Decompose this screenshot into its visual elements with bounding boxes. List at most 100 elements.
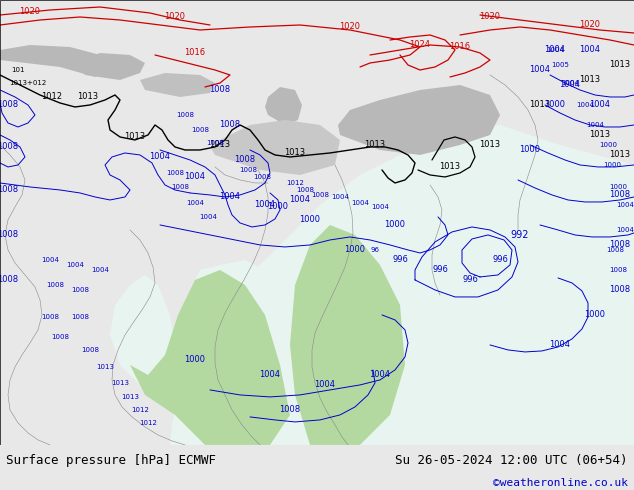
Text: 1004: 1004	[616, 202, 634, 208]
Text: 1013: 1013	[590, 130, 611, 140]
Text: 1004: 1004	[616, 227, 634, 233]
Text: 1004: 1004	[199, 214, 217, 220]
Text: 1020: 1020	[479, 13, 500, 22]
Text: 1013: 1013	[365, 141, 385, 149]
Text: 1008: 1008	[280, 405, 301, 415]
Polygon shape	[212, 120, 340, 175]
Text: 1004: 1004	[219, 193, 240, 201]
Text: 1008: 1008	[606, 247, 624, 253]
Text: 1000: 1000	[603, 162, 621, 168]
Text: 1000: 1000	[268, 202, 288, 212]
Text: 1008: 1008	[81, 347, 99, 353]
Text: 1024: 1024	[410, 41, 430, 49]
Text: 1004: 1004	[290, 196, 311, 204]
Text: 1013: 1013	[96, 364, 114, 370]
Text: 1020: 1020	[339, 23, 361, 31]
Text: 101: 101	[11, 67, 25, 73]
Text: 1016: 1016	[450, 43, 470, 51]
Text: 1004: 1004	[254, 200, 276, 209]
Polygon shape	[130, 270, 290, 445]
Text: 1004: 1004	[351, 200, 369, 206]
Text: 1008: 1008	[0, 275, 18, 285]
Text: 1008: 1008	[609, 267, 627, 273]
Text: 1013: 1013	[609, 150, 631, 159]
Text: 1004: 1004	[559, 80, 581, 90]
Text: 1000: 1000	[519, 146, 541, 154]
Text: 1008: 1008	[219, 121, 240, 129]
Text: 1004: 1004	[150, 152, 171, 162]
Text: 1004: 1004	[186, 200, 204, 206]
Polygon shape	[290, 225, 405, 445]
Text: 1008: 1008	[41, 314, 59, 320]
Polygon shape	[140, 73, 215, 97]
Text: 1013: 1013	[209, 141, 231, 149]
Text: 1008: 1008	[235, 155, 256, 165]
Text: 996: 996	[432, 266, 448, 274]
Text: Su 26-05-2024 12:00 UTC (06+54): Su 26-05-2024 12:00 UTC (06+54)	[395, 454, 628, 467]
Text: 1004: 1004	[41, 257, 59, 263]
Text: 1008: 1008	[51, 334, 69, 340]
Text: 1013: 1013	[77, 93, 98, 101]
Text: 1004: 1004	[545, 46, 566, 54]
Text: 1013: 1013	[111, 380, 129, 386]
Text: 1000: 1000	[299, 216, 321, 224]
Polygon shape	[428, 245, 530, 445]
Text: 1013: 1013	[479, 141, 501, 149]
Text: 1008: 1008	[296, 187, 314, 193]
Polygon shape	[350, 400, 375, 430]
Text: 1013+012: 1013+012	[10, 80, 47, 86]
Text: 1008: 1008	[609, 191, 631, 199]
Text: 1004: 1004	[66, 262, 84, 268]
Text: 1004: 1004	[259, 370, 280, 379]
Text: 1008: 1008	[311, 192, 329, 198]
Polygon shape	[338, 85, 500, 155]
Text: 1004: 1004	[550, 341, 571, 349]
Text: 1008: 1008	[609, 286, 631, 294]
Text: 1004: 1004	[331, 194, 349, 200]
Polygon shape	[195, 260, 270, 305]
Text: 1000: 1000	[609, 184, 627, 190]
Text: 1008: 1008	[0, 230, 18, 240]
Text: 1000: 1000	[545, 100, 566, 109]
Text: 1000: 1000	[184, 355, 205, 365]
Text: 1012: 1012	[41, 93, 63, 101]
Polygon shape	[110, 275, 178, 405]
Polygon shape	[265, 87, 302, 125]
Text: 1013: 1013	[285, 148, 306, 157]
Text: 996: 996	[392, 255, 408, 265]
Text: 1008: 1008	[46, 282, 64, 288]
Text: 1013: 1013	[579, 75, 600, 84]
Text: 1013: 1013	[439, 163, 460, 172]
Text: 1004: 1004	[370, 370, 391, 379]
Text: 1008: 1008	[253, 174, 271, 180]
Text: 1004: 1004	[184, 172, 205, 181]
Text: 1004: 1004	[91, 267, 109, 273]
Text: 1012: 1012	[286, 180, 304, 186]
Text: 1008: 1008	[71, 287, 89, 293]
Text: 1008: 1008	[239, 167, 257, 173]
Text: 1008: 1008	[176, 112, 194, 118]
Text: 1004: 1004	[371, 204, 389, 210]
Text: 1000: 1000	[384, 220, 406, 229]
Text: 1004: 1004	[586, 122, 604, 128]
Text: 1004: 1004	[561, 80, 579, 86]
Text: 1013: 1013	[124, 132, 146, 142]
Text: 1008: 1008	[166, 170, 184, 176]
Text: 996: 996	[492, 255, 508, 265]
Text: 1004: 1004	[529, 66, 550, 74]
Text: 1004: 1004	[546, 47, 564, 53]
Text: 1004: 1004	[590, 100, 611, 109]
Text: 1020: 1020	[164, 13, 186, 22]
Text: 1000: 1000	[344, 245, 365, 254]
Text: 1008: 1008	[0, 186, 18, 195]
Text: 1000: 1000	[599, 142, 617, 148]
Text: 1004: 1004	[576, 102, 594, 108]
Text: 1004: 1004	[579, 46, 600, 54]
Text: 1016: 1016	[184, 49, 205, 57]
Text: 992: 992	[511, 230, 529, 240]
Text: 1008: 1008	[209, 85, 231, 95]
Text: 1013: 1013	[609, 60, 631, 70]
Text: 1013: 1013	[121, 394, 139, 400]
Text: Surface pressure [hPa] ECMWF: Surface pressure [hPa] ECMWF	[6, 454, 216, 467]
Text: 1000: 1000	[585, 311, 605, 319]
